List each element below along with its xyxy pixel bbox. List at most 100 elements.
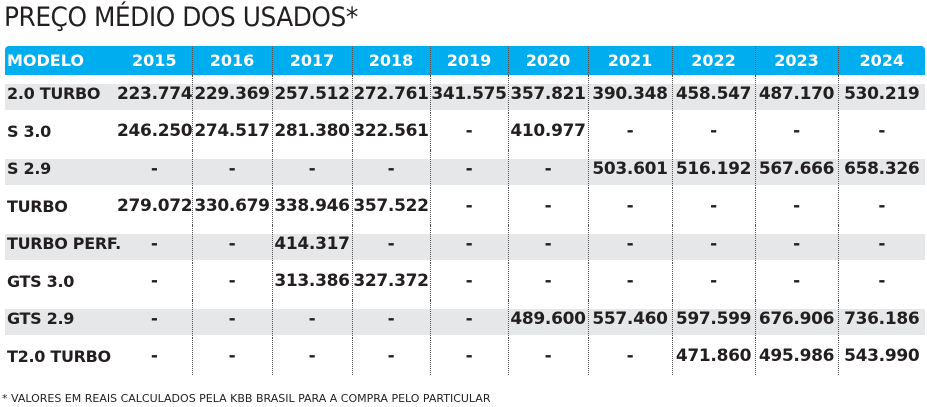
model-name: T2.0 TURBO [7, 346, 111, 366]
price-cell: 322.561 [351, 112, 430, 150]
price-cell: 658.326 [837, 150, 925, 188]
price-cell: 557.460 [587, 300, 672, 338]
table-row: T2.0 TURBO - - - - - - -471.860 495.986 543.990 [5, 337, 925, 375]
table-row: GTS 2.9- - - - -489.600 557.460 597.599 676.906… [5, 300, 925, 338]
price-cell: 390.348 [587, 75, 672, 113]
price-cell: - [351, 337, 430, 375]
column-header-year: 2024 [837, 46, 925, 75]
price-cell: - [671, 225, 755, 263]
table-row: S 2.9- - - - - -503.601 516.192 567.666 658.326 [5, 150, 925, 188]
price-cell: 410.977 [507, 112, 588, 150]
price-cell: - [191, 300, 272, 338]
price-cell: - [754, 112, 838, 150]
column-header-year: 2020 [507, 46, 588, 75]
price-cell: 567.666 [754, 150, 838, 188]
price-cell: - [191, 225, 272, 263]
price-cell: - [507, 187, 588, 225]
table-row: GTS 3.0- -313.386 327.372- - - - - - [5, 262, 925, 300]
price-cell: 338.946 [271, 187, 352, 225]
price-cell: - [117, 225, 192, 263]
price-cell: - [507, 225, 588, 263]
price-cell: 279.072 [117, 196, 193, 217]
price-cell: - [429, 150, 508, 188]
price-cell: 330.679 [191, 187, 272, 225]
footnote: * VALORES EM REAIS CALCULADOS PELA KBB B… [2, 392, 491, 405]
price-cell: - [271, 337, 352, 375]
price-cell: - [117, 150, 192, 188]
price-cell: 414.317 [271, 225, 352, 263]
price-cell: - [271, 150, 352, 188]
price-cell: - [671, 112, 755, 150]
price-cell: - [587, 187, 672, 225]
price-cell: - [351, 300, 430, 338]
price-cell: 357.821 [507, 75, 588, 113]
price-cell: - [117, 300, 192, 338]
column-header-year: 2019 [429, 46, 508, 75]
price-cell: - [754, 187, 838, 225]
price-cell: 471.860 [671, 337, 755, 375]
column-header-year: 2017 [271, 46, 352, 75]
price-cell: 281.380 [271, 112, 352, 150]
price-cell: 489.600 [507, 300, 588, 338]
column-header-model: MODELO [5, 46, 117, 75]
price-cell: - [671, 187, 755, 225]
column-header-year: 2015 [117, 46, 192, 75]
price-cell: - [587, 337, 672, 375]
price-cell: - [429, 225, 508, 263]
price-cell: 495.986 [754, 337, 838, 375]
column-header-year: 2021 [587, 46, 672, 75]
price-cell: - [429, 337, 508, 375]
price-cell: - [429, 300, 508, 338]
price-cell: - [587, 112, 672, 150]
model-name: GTS 2.9 [5, 300, 117, 338]
price-cell: 272.761 [351, 75, 430, 113]
price-cell: 229.369 [191, 75, 272, 113]
price-cell: 597.599 [671, 300, 755, 338]
table-row: 2.0 TURBO 223.774 229.369 257.512 272.761 341… [5, 75, 925, 113]
price-cell: 357.522 [351, 187, 430, 225]
price-cell: 274.517 [191, 112, 272, 150]
price-cell: - [837, 187, 925, 225]
price-cell: 676.906 [754, 300, 838, 338]
price-cell: 530.219 [837, 75, 925, 113]
price-cell: 543.990 [837, 337, 925, 375]
column-header-year: 2016 [191, 46, 272, 75]
page-title: PREÇO MÉDIO DOS USADOS* [4, 2, 358, 33]
price-cell: 487.170 [754, 75, 838, 113]
price-cell: 327.372 [351, 262, 430, 300]
model-name: S 3.0 [7, 121, 51, 141]
price-cell: - [191, 337, 272, 375]
price-cell: - [351, 225, 430, 263]
price-cell: - [429, 112, 508, 150]
price-cell: - [507, 337, 588, 375]
model-name: TURBO PERF. [5, 225, 121, 263]
price-cell: 503.601 [587, 150, 672, 188]
header-row: MODELO 2015 2016 2017 2018 2019 2020 2021 2022 20… [5, 46, 925, 75]
price-cell: - [507, 262, 588, 300]
price-cell: - [837, 112, 925, 150]
price-cell: - [754, 262, 838, 300]
price-cell: - [837, 262, 925, 300]
table-row: TURBO 279.072 330.679 338.946 357.522- - - - - - [5, 187, 925, 225]
column-header-year: 2022 [671, 46, 755, 75]
column-header-year: 2018 [351, 46, 430, 75]
table-row: S 3.0 246.250 274.517 281.380 322.561-410.97… [5, 112, 925, 150]
price-cell: - [507, 150, 588, 188]
price-cell: - [587, 262, 672, 300]
price-cell: 516.192 [671, 150, 755, 188]
price-cell: 313.386 [271, 262, 352, 300]
price-cell: - [587, 225, 672, 263]
column-header-year: 2023 [754, 46, 838, 75]
price-cell: - [191, 150, 272, 188]
model-name: TURBO [7, 196, 68, 216]
price-cell: - [754, 225, 838, 263]
model-name: 2.0 TURBO [5, 75, 117, 113]
table-row: TURBO PERF. - -414.317- - - - - - - [5, 225, 925, 263]
price-cell: - [150, 346, 158, 367]
price-cell: - [150, 271, 158, 292]
price-cell: - [837, 225, 925, 263]
price-cell: 246.250 [117, 121, 193, 142]
price-cell: 257.512 [271, 75, 352, 113]
price-cell: - [671, 262, 755, 300]
price-cell: - [429, 187, 508, 225]
